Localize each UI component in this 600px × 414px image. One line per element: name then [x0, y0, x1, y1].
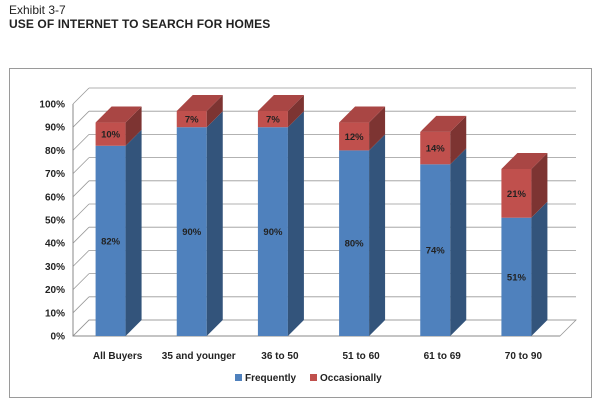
legend-swatch-frequently — [235, 374, 242, 381]
bar-occasionally-front — [339, 122, 370, 151]
bar-occasionally-front — [257, 110, 288, 128]
bar-occasionally-side — [369, 106, 386, 151]
bar-frequently-side — [369, 134, 386, 336]
gridlines — [72, 87, 577, 337]
legend: Frequently Occasionally — [235, 373, 382, 384]
bar-occasionally-front — [420, 131, 451, 165]
bar-occasionally-front — [95, 122, 126, 146]
bar-frequently-front — [339, 150, 370, 336]
x-tick-label: 36 to 50 — [261, 351, 299, 362]
bar-frequently-side — [531, 201, 548, 336]
bar-occasionally-top — [176, 94, 223, 111]
data-label-occasionally: 12% — [345, 132, 365, 143]
gridline-side — [72, 157, 90, 174]
gridline-side — [72, 250, 90, 267]
bar-occasionally-side — [125, 106, 142, 146]
axes — [72, 104, 560, 337]
data-label-frequently: 82% — [101, 236, 121, 247]
gridline-side — [72, 87, 90, 105]
y-tick-label: 10% — [45, 308, 65, 319]
tick-labels: 0% 10% 20% 30% 40% 50% 60% 70% 80% 90% 100% All Buy… — [39, 100, 542, 363]
bar-occasionally-side — [206, 94, 223, 128]
x-tick-label: 61 to 69 — [424, 351, 462, 362]
bar-frequently-front — [501, 217, 532, 336]
y-tick-label: 80% — [45, 146, 65, 157]
bar-frequently-front — [95, 145, 126, 336]
y-tick-label: 30% — [45, 262, 65, 273]
bar-occasionally-front — [501, 168, 532, 218]
y-tick-label: 60% — [45, 192, 65, 203]
bar-occasionally-top — [95, 106, 142, 123]
gridline-side — [72, 273, 90, 290]
stacked-bar-chart: 82% 10% 90% 7% 90% 7% 80% 12% 74% 14% 51% 21% 0% 10%… — [39, 87, 577, 384]
legend-label: Occasionally — [320, 373, 382, 384]
bar-occasionally-top — [339, 106, 386, 123]
y-tick-label: 20% — [45, 285, 65, 296]
x-tick-label: All Buyers — [93, 351, 143, 362]
bar-frequently-front — [420, 164, 451, 336]
legend-swatch-occasionally — [310, 374, 317, 381]
data-label-frequently: 90% — [182, 227, 202, 238]
bar-occasionally-side — [450, 115, 467, 165]
chart-floor — [72, 319, 577, 337]
bar-occasionally-top — [420, 115, 467, 132]
exhibit-number: Exhibit 3-7 — [9, 3, 66, 17]
y-tick-label: 50% — [45, 216, 65, 227]
data-label-occasionally: 7% — [185, 115, 199, 126]
data-label-occasionally: 21% — [507, 189, 527, 200]
gridline-side — [72, 226, 90, 244]
gridline-side — [72, 319, 90, 337]
bar-frequently-front — [257, 127, 288, 336]
bar-occasionally-front — [176, 110, 207, 128]
bar-frequently-side — [450, 148, 467, 336]
y-tick-label: 100% — [39, 100, 65, 111]
bar-frequently-side — [287, 111, 304, 336]
gridline-side — [72, 110, 90, 128]
data-labels: 82% 10% 90% 7% 90% 7% 80% 12% 74% 14% 51% 21% — [101, 115, 526, 284]
chart-frame: 82% 10% 90% 7% 90% 7% 80% 12% 74% 14% 51% 21% 0% 10%… — [9, 68, 592, 398]
bars — [95, 94, 548, 336]
bar-frequently-side — [125, 129, 142, 336]
x-tick-label: 70 to 90 — [505, 351, 543, 362]
y-tick-label: 70% — [45, 169, 65, 180]
x-tick-label: 35 and younger — [162, 351, 236, 362]
gridline-side — [72, 203, 90, 221]
bar-frequently-side — [206, 111, 223, 336]
data-label-frequently: 74% — [426, 246, 446, 257]
data-label-occasionally: 10% — [101, 130, 121, 141]
data-label-frequently: 80% — [345, 239, 365, 250]
bar-occasionally-top — [257, 94, 304, 111]
y-tick-label: 40% — [45, 239, 65, 250]
y-tick-label: 90% — [45, 123, 65, 134]
data-label-frequently: 51% — [507, 272, 527, 283]
bar-occasionally-side — [287, 94, 304, 128]
legend-label: Frequently — [245, 373, 297, 384]
data-label-frequently: 90% — [263, 227, 283, 238]
data-label-occasionally: 7% — [266, 115, 280, 126]
y-tick-label: 0% — [51, 332, 66, 343]
bar-frequently-front — [176, 127, 207, 336]
gridline-side — [72, 180, 90, 198]
data-label-occasionally: 14% — [426, 144, 446, 155]
bar-occasionally-top — [501, 152, 548, 169]
exhibit-title: USE OF INTERNET TO SEARCH FOR HOMES — [9, 17, 271, 31]
bar-occasionally-side — [531, 152, 548, 218]
x-tick-label: 51 to 60 — [342, 351, 380, 362]
gridline-side — [72, 296, 90, 314]
gridline-side — [72, 134, 90, 151]
